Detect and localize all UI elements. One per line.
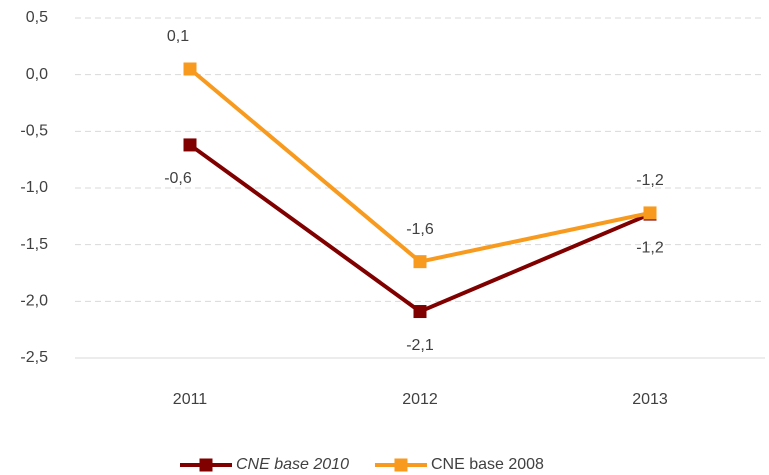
y-tick-label: -0,5 (20, 123, 48, 140)
data-label: -1,2 (636, 239, 664, 256)
x-tick-label: 2013 (632, 391, 668, 408)
data-marker (643, 206, 657, 220)
data-marker (413, 255, 427, 269)
legend-marker (394, 458, 408, 472)
x-tick-label: 2012 (402, 391, 438, 408)
x-tick-label: 2011 (173, 391, 208, 408)
legend-label: CNE base 2008 (431, 456, 544, 473)
legend-label: CNE base 2010 (236, 456, 349, 473)
y-tick-label: -1,0 (20, 179, 48, 196)
y-tick-label: 0,5 (26, 9, 48, 26)
legend-marker (199, 458, 213, 472)
data-label: 0,1 (167, 28, 189, 45)
data-marker (183, 138, 197, 152)
data-label: -1,2 (636, 172, 664, 189)
data-label: -2,1 (406, 337, 434, 354)
y-tick-label: -2,0 (20, 293, 48, 310)
y-tick-label: -2,5 (20, 349, 48, 366)
data-marker (413, 305, 427, 319)
data-label: -1,6 (406, 221, 434, 238)
data-marker (183, 62, 197, 76)
data-label: -0,6 (164, 170, 192, 187)
y-tick-label: -1,5 (20, 236, 48, 253)
y-tick-label: 0,0 (26, 66, 48, 83)
